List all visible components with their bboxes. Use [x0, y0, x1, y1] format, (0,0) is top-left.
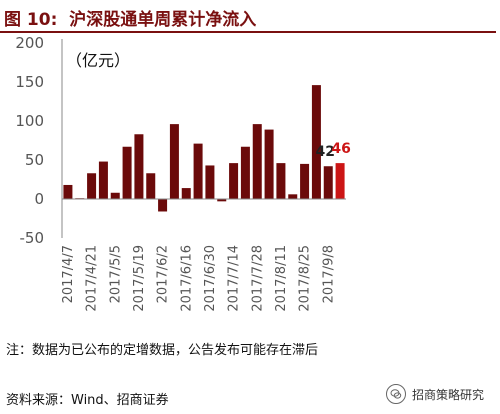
bar-series	[63, 85, 345, 212]
bar	[158, 199, 168, 212]
x-tick-label: 2017/6/2	[156, 245, 171, 303]
bar	[311, 85, 321, 199]
bar	[193, 143, 203, 199]
x-tick-label: 2017/8/11	[274, 245, 289, 312]
bar	[87, 173, 97, 199]
bar	[217, 199, 227, 202]
bar	[146, 173, 156, 199]
wechat-logo-icon	[386, 384, 406, 404]
x-tick-label: 2017/7/28	[250, 245, 265, 312]
x-tick-label: 2017/4/7	[61, 245, 76, 303]
y-tick-label: 100	[15, 112, 44, 130]
y-axis: 200 150 100 50 0 -50	[15, 34, 44, 247]
bar	[110, 192, 120, 199]
x-axis: 2017/4/7 2017/4/21 2017/5/5 2017/5/19 2017/6…	[61, 245, 336, 312]
bar	[63, 184, 73, 199]
bar	[264, 129, 274, 199]
bar	[122, 146, 132, 199]
bar	[181, 188, 191, 199]
bar	[98, 161, 108, 199]
y-tick-label: 200	[15, 34, 44, 52]
figure-title: 图 10: 沪深股通单周累计净流入	[4, 5, 256, 30]
x-tick-label: 2017/4/21	[85, 245, 100, 312]
title-underline	[0, 31, 496, 33]
x-tick-label: 2017/8/25	[298, 245, 313, 312]
bar-chart: 200 150 100 50 0 -50 2017/4/7 2017/4/21 2017/5/…	[15, 34, 351, 312]
y-tick-label: 150	[15, 73, 44, 91]
bar	[288, 194, 298, 199]
bar	[323, 166, 333, 199]
y-tick-label: 0	[34, 190, 44, 208]
unit-label: （亿元）	[66, 51, 130, 70]
source-line: 资料来源：Wind、招商证券	[6, 393, 169, 408]
x-tick-label: 2017/6/30	[203, 245, 218, 312]
data-label: 42	[316, 144, 335, 160]
bar	[229, 163, 239, 199]
bar	[169, 124, 179, 199]
bar	[252, 124, 262, 199]
y-tick-label: -50	[20, 229, 45, 247]
watermark-text: 招商策略研究	[412, 387, 485, 402]
figure-title-text: 沪深股通单周累计净流入	[69, 10, 257, 30]
bar	[205, 165, 215, 199]
x-tick-label: 2017/9/8	[321, 245, 336, 303]
bar	[335, 163, 345, 199]
x-tick-label: 2017/5/19	[132, 245, 147, 312]
watermark: 招商策略研究	[386, 383, 484, 405]
footnote: 注：数据为已公布的定增数据，公告发布可能存在滞后	[6, 343, 319, 358]
figure-label: 图 10:	[4, 10, 58, 30]
bar	[134, 134, 144, 199]
bar	[240, 146, 250, 199]
data-label: 46	[331, 141, 350, 157]
bar	[276, 163, 286, 199]
x-tick-label: 2017/7/14	[227, 245, 242, 312]
axes-lines	[61, 39, 346, 238]
x-tick-label: 2017/6/16	[179, 245, 194, 312]
y-tick-label: 50	[25, 151, 44, 169]
bar	[300, 163, 310, 199]
figure-title-bar: 图 10: 沪深股通单周累计净流入	[0, 0, 500, 34]
x-tick-label: 2017/5/5	[108, 245, 123, 303]
